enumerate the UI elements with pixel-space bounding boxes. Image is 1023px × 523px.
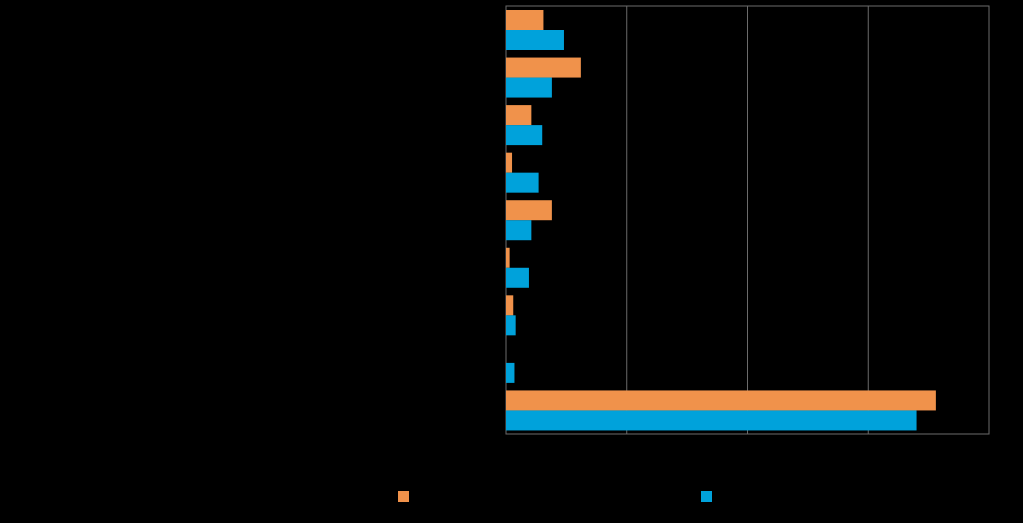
bar-series-2-1 <box>506 30 564 50</box>
legend-swatch-series-2 <box>701 491 712 502</box>
bar-series-2-8 <box>506 362 515 383</box>
bar-series-2-5 <box>506 220 532 241</box>
legend-swatch-series-1 <box>398 491 409 502</box>
bar-series-2-2 <box>506 77 552 98</box>
bar-series-1-7 <box>506 295 514 316</box>
bar-series-2-4 <box>506 172 539 193</box>
bar-series-1-3 <box>506 105 532 126</box>
bar-series-1-4 <box>506 152 513 173</box>
bar-series-1-6 <box>506 247 510 268</box>
bar-series-2-9 <box>506 410 917 431</box>
bar-series-2-6 <box>506 267 529 288</box>
bar-series-1-1 <box>506 10 544 30</box>
bar-series-1-2 <box>506 57 581 78</box>
bar-series-2-3 <box>506 125 543 146</box>
bar-series-1-9 <box>506 390 936 411</box>
bar-series-1-5 <box>506 200 552 221</box>
bar-series-2-7 <box>506 315 516 336</box>
